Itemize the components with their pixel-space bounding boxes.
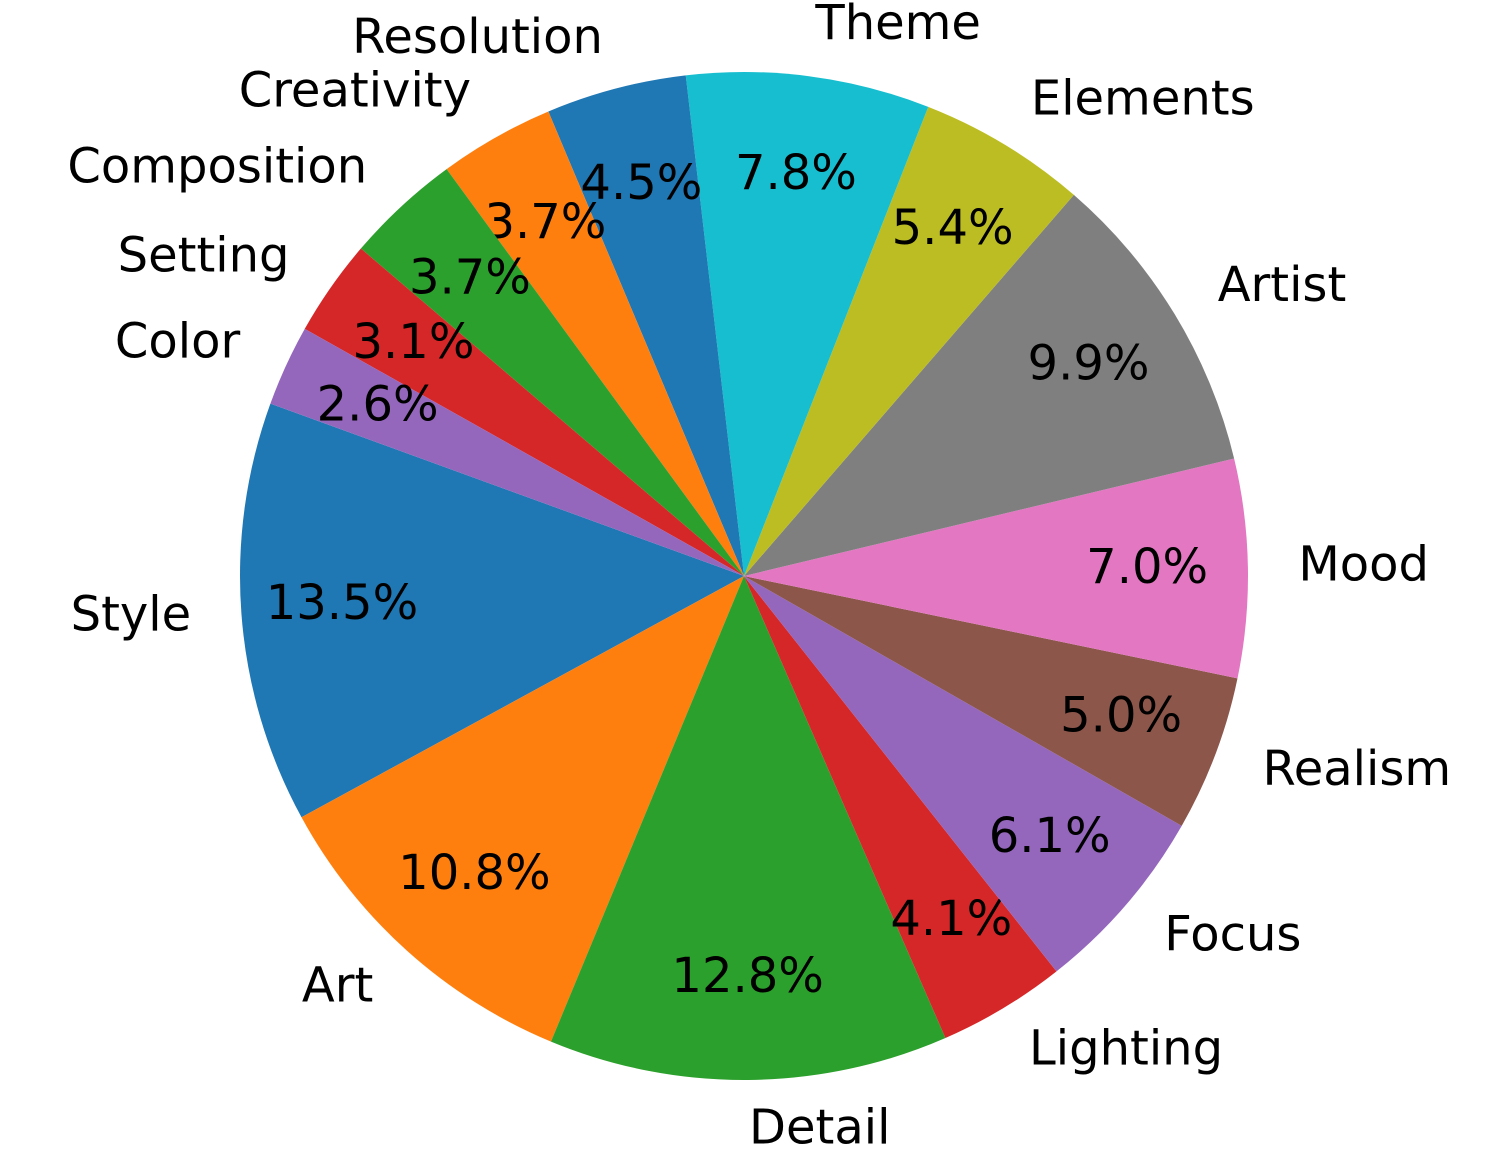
slice-label: Color	[115, 314, 241, 370]
slice-label: Detail	[749, 1099, 890, 1152]
value-label: 4.5%	[580, 155, 702, 211]
pie-slice	[744, 194, 1235, 576]
pie-slice	[304, 248, 744, 576]
value-label: 9.9%	[1028, 336, 1150, 392]
value-label: 3.7%	[409, 249, 531, 305]
pie-slice	[685, 72, 929, 577]
value-label: 5.0%	[1060, 688, 1182, 744]
pie-slice	[744, 458, 1249, 679]
pie-slice	[446, 111, 744, 577]
value-label: 7.0%	[1086, 539, 1208, 595]
pie-slice	[548, 75, 744, 577]
slice-label: Artist	[1218, 257, 1347, 313]
slice-label: Art	[302, 957, 373, 1013]
slice-label: Theme	[814, 0, 981, 51]
pie-slice	[744, 106, 1074, 576]
value-label: 12.8%	[671, 948, 823, 1004]
value-label: 2.6%	[317, 377, 439, 433]
value-label: 10.8%	[398, 845, 550, 901]
value-label: 6.1%	[989, 808, 1111, 864]
slice-label: Mood	[1298, 536, 1429, 592]
slice-label: Resolution	[352, 9, 603, 65]
value-label: 7.8%	[735, 145, 857, 201]
pie-slice	[301, 576, 744, 1042]
value-label: 5.4%	[892, 200, 1014, 256]
slice-label: Style	[71, 587, 192, 643]
slice-label: Lighting	[1029, 1021, 1223, 1077]
value-label: 3.1%	[352, 314, 474, 370]
pie-slice	[360, 169, 744, 576]
slice-label: Creativity	[239, 62, 471, 118]
slice-label: Setting	[118, 227, 290, 283]
value-label: 13.5%	[266, 575, 418, 631]
pie-slice	[744, 576, 1238, 826]
slice-label: Focus	[1164, 907, 1301, 963]
pie-slice	[744, 576, 1057, 1038]
slice-label: Realism	[1263, 741, 1452, 797]
slice-label: Elements	[1031, 71, 1255, 127]
value-label: 3.7%	[484, 194, 606, 250]
value-label: 4.1%	[890, 891, 1012, 947]
pie-slice	[550, 576, 946, 1080]
pie-slice	[240, 403, 745, 818]
pie-slice	[270, 328, 744, 576]
slice-label: Composition	[67, 138, 367, 194]
pie-slice	[744, 576, 1182, 972]
